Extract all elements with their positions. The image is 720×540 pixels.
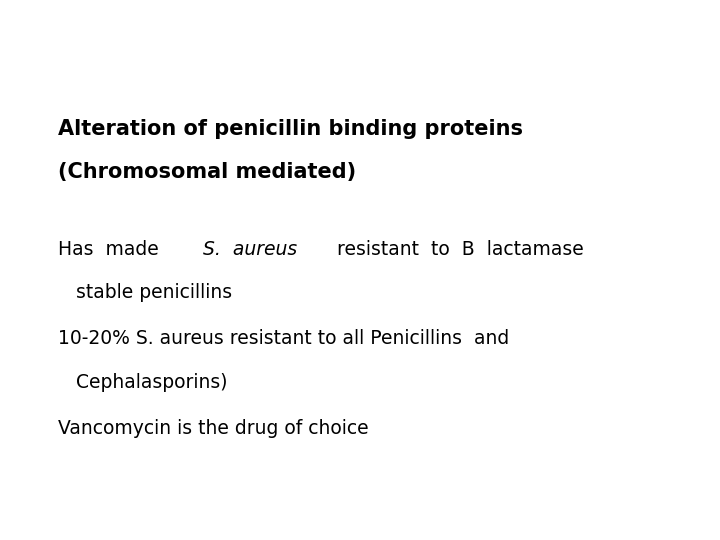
Text: Has  made: Has made bbox=[58, 240, 171, 259]
Text: stable penicillins: stable penicillins bbox=[58, 284, 232, 302]
Text: resistant  to  B  lactamase: resistant to B lactamase bbox=[325, 240, 583, 259]
Text: Alteration of penicillin binding proteins: Alteration of penicillin binding protein… bbox=[58, 119, 523, 139]
Text: 10-20% S. aureus resistant to all Penicillins  and: 10-20% S. aureus resistant to all Penici… bbox=[58, 329, 509, 348]
Text: (Chromosomal mediated): (Chromosomal mediated) bbox=[58, 162, 356, 182]
Text: Cephalasporins): Cephalasporins) bbox=[58, 373, 227, 392]
Text: Vancomycin is the drug of choice: Vancomycin is the drug of choice bbox=[58, 418, 368, 437]
Text: S.  aureus: S. aureus bbox=[203, 240, 297, 259]
